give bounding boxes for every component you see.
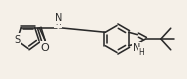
Text: H: H: [139, 48, 144, 57]
Text: O: O: [41, 43, 50, 53]
Text: N: N: [133, 43, 140, 53]
Text: N: N: [55, 13, 62, 23]
Text: H: H: [55, 18, 61, 27]
Text: S: S: [14, 35, 20, 45]
